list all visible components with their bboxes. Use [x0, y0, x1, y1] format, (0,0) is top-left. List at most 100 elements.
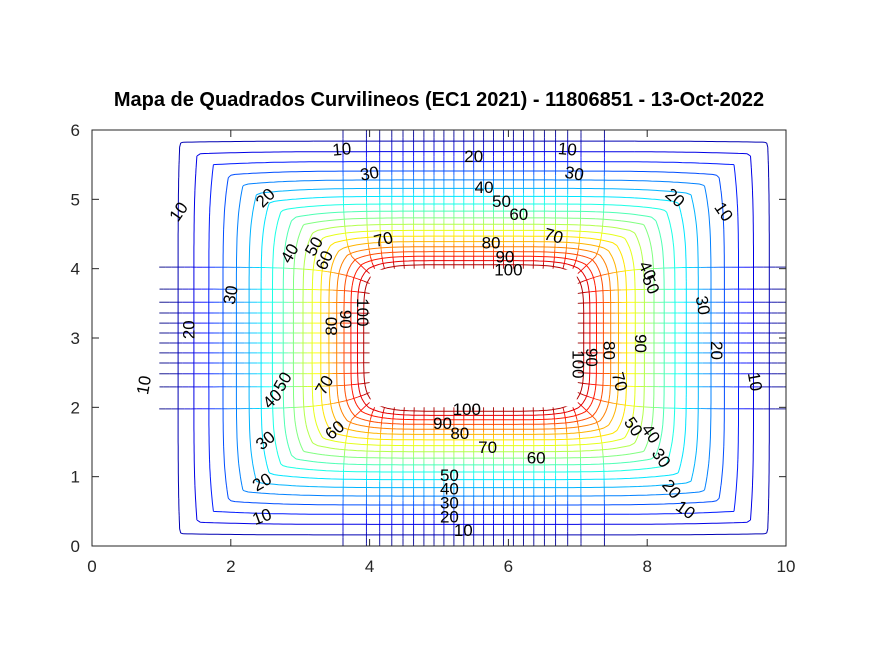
contour-label: 70: [312, 372, 338, 398]
flux-line-segment: [565, 425, 568, 433]
y-tick-label: 5: [71, 190, 80, 209]
flux-line-segment: [601, 443, 604, 451]
flux-line-segment: [577, 402, 583, 407]
contour-label: 20: [464, 147, 483, 166]
x-axis: 0 2 4 6 8 10: [87, 130, 795, 576]
equipotential-90: [357, 260, 591, 416]
flux-line-segment: [344, 290, 352, 292]
contour-label: 10: [744, 371, 766, 393]
equipotential-80: [343, 251, 604, 425]
equipotential-30: [248, 187, 699, 489]
contour-label: 90: [433, 414, 452, 433]
contour-label: 60: [509, 205, 528, 224]
flux-line-segment: [577, 392, 584, 396]
contour-label: 60: [527, 448, 546, 467]
flux-line-segment: [370, 412, 373, 420]
contour-label: 30: [563, 163, 585, 185]
contour-label: 70: [372, 228, 395, 251]
y-tick-label: 6: [71, 121, 80, 140]
equipotential-45: [282, 210, 665, 466]
flux-line-segment: [347, 425, 350, 432]
flux-line-segment: [350, 383, 358, 386]
flux-line-segment: [368, 419, 371, 426]
flux-line-segment: [339, 400, 347, 403]
equipotential-25: [235, 179, 712, 497]
flux-line-segment: [393, 262, 395, 269]
contour-label: 40: [440, 480, 459, 499]
equipotential-65: [320, 235, 628, 441]
equipotential-50: [292, 217, 655, 459]
equipotential-35: [260, 195, 687, 481]
flux-line-segment: [589, 396, 596, 400]
y-tick-label: 2: [71, 398, 80, 417]
flux-line-segment: [590, 383, 597, 386]
contour-label: 70: [542, 224, 565, 247]
flux-line-segment: [344, 443, 346, 451]
contour-label: 10: [250, 505, 274, 529]
flux-line-segment: [552, 407, 555, 414]
contour-label: 90: [336, 310, 355, 329]
contour-label: 80: [450, 424, 469, 443]
equipotential-5: [177, 140, 770, 536]
equipotential-lines: [177, 140, 770, 536]
flux-line-segment: [586, 410, 592, 416]
flux-line-segment: [601, 273, 608, 276]
contour-label: 90: [582, 348, 601, 367]
chart-title: Mapa de Quadrados Curvilineos (EC1 2021)…: [114, 89, 764, 111]
flux-line-segment: [582, 406, 588, 412]
flux-line-segment: [339, 273, 347, 276]
contour-label: 10: [710, 199, 736, 225]
flux-line-segment: [576, 250, 579, 257]
flux-line-segment: [364, 402, 370, 407]
flux-line-segment: [363, 280, 370, 284]
flux-line-segment: [602, 219, 604, 227]
contour-label: 20: [440, 507, 459, 526]
flux-line-segment: [368, 250, 371, 257]
flux-line-segment: [351, 396, 359, 400]
x-tick-label: 4: [365, 557, 374, 576]
flux-line-segment: [315, 404, 322, 407]
flux-line-segment: [360, 406, 366, 412]
contour-label: 100: [494, 261, 522, 280]
conductor-region: [370, 269, 577, 407]
flux-line-segment: [355, 410, 361, 416]
contour-label: 10: [166, 199, 192, 225]
flux-line-segment: [347, 244, 350, 251]
flux-line-segment: [364, 269, 370, 274]
flux-line-segment: [576, 419, 579, 426]
flux-line-segment: [315, 269, 322, 272]
contour-label: 10: [133, 374, 155, 396]
flux-line-segment: [590, 290, 597, 293]
contour-label: 70: [608, 370, 631, 393]
x-tick-label: 10: [777, 557, 796, 576]
y-axis: 0 1 2 3 4 5 6: [71, 121, 786, 556]
equipotential-75: [336, 246, 612, 430]
contour-label: 100: [353, 298, 372, 326]
contour-label: 30: [359, 163, 381, 185]
contour-label: 10: [672, 497, 698, 523]
contour-label: 80: [482, 234, 501, 253]
flux-line-segment: [577, 269, 583, 274]
contour-label: 10: [557, 139, 578, 160]
flux-line-segment: [599, 238, 602, 245]
flux-line-segment: [367, 244, 370, 251]
equipotential-55: [302, 223, 645, 453]
contour-label: 30: [220, 284, 242, 306]
flux-line-segment: [596, 290, 603, 292]
flux-line-segment: [597, 425, 601, 432]
flux-line-segment: [381, 256, 384, 263]
equipotential-70: [328, 241, 619, 435]
y-tick-label: 3: [71, 329, 80, 348]
contour-label: 30: [692, 294, 714, 316]
y-tick-label: 4: [71, 260, 80, 279]
flux-line-segment: [367, 425, 370, 432]
y-tick-label: 0: [71, 537, 80, 556]
contour-label: 80: [322, 317, 341, 336]
equipotential-95: [363, 264, 585, 412]
flux-line-segment: [380, 425, 382, 433]
flux-line-segment: [308, 405, 316, 407]
flux-line-segment: [597, 244, 601, 251]
x-tick-label: 6: [504, 557, 513, 576]
